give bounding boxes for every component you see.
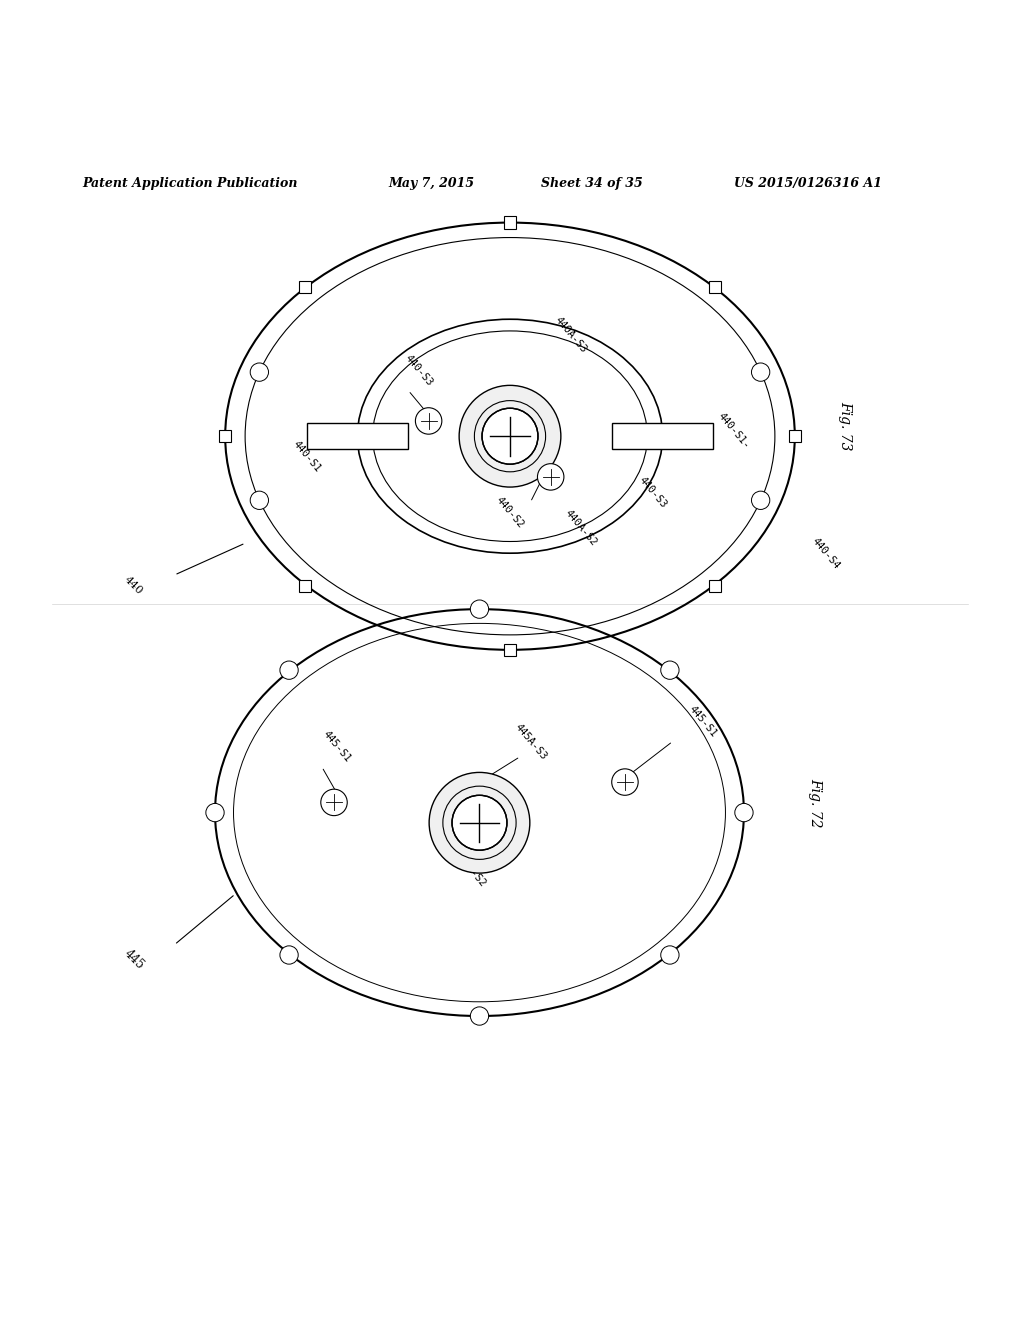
Text: Patent Application Publication: Patent Application Publication [83,177,298,190]
Bar [708,579,720,591]
Circle shape [206,804,224,822]
Circle shape [482,408,537,465]
Text: 445-S1: 445-S1 [687,704,718,739]
Circle shape [751,491,769,510]
Circle shape [660,946,679,964]
Text: 440-S2: 440-S2 [493,495,526,531]
Text: May 7, 2015: May 7, 2015 [387,177,474,190]
Text: 440-S3: 440-S3 [403,352,434,388]
Text: 440A-S3: 440A-S3 [552,314,588,355]
Circle shape [537,463,564,490]
Circle shape [321,789,346,816]
Circle shape [250,363,268,381]
Bar [611,424,712,449]
Text: 440-S1-: 440-S1- [715,411,751,451]
Bar [503,644,516,656]
Text: US 2015/0126316 A1: US 2015/0126316 A1 [733,177,880,190]
Text: Fig. 72: Fig. 72 [807,777,821,828]
Circle shape [660,661,679,680]
Circle shape [734,804,752,822]
Text: 440-S4: 440-S4 [809,536,841,572]
Circle shape [451,795,506,850]
Circle shape [470,601,488,618]
Bar [503,216,516,228]
Circle shape [611,768,638,795]
Circle shape [279,946,298,964]
Text: 440A-S2: 440A-S2 [562,508,598,548]
Bar [299,579,311,591]
Circle shape [459,385,560,487]
Text: 445: 445 [121,946,146,972]
Circle shape [470,1007,488,1026]
Text: 440-S1: 440-S1 [290,440,322,474]
Text: 445A-S2: 445A-S2 [451,849,487,888]
Bar [708,281,720,293]
Bar [299,281,311,293]
Text: Sheet 34 of 35: Sheet 34 of 35 [540,177,642,190]
Circle shape [429,772,529,873]
Bar [307,424,408,449]
Circle shape [751,363,769,381]
Circle shape [279,661,298,680]
Bar [219,430,231,442]
Text: 445A-S3: 445A-S3 [512,722,547,762]
Text: 440: 440 [122,574,145,597]
Circle shape [415,408,441,434]
Text: 440-S3: 440-S3 [636,475,667,510]
Text: 445-S1: 445-S1 [321,729,353,764]
Bar [788,430,800,442]
Circle shape [250,491,268,510]
Text: Fig. 73: Fig. 73 [838,401,852,451]
